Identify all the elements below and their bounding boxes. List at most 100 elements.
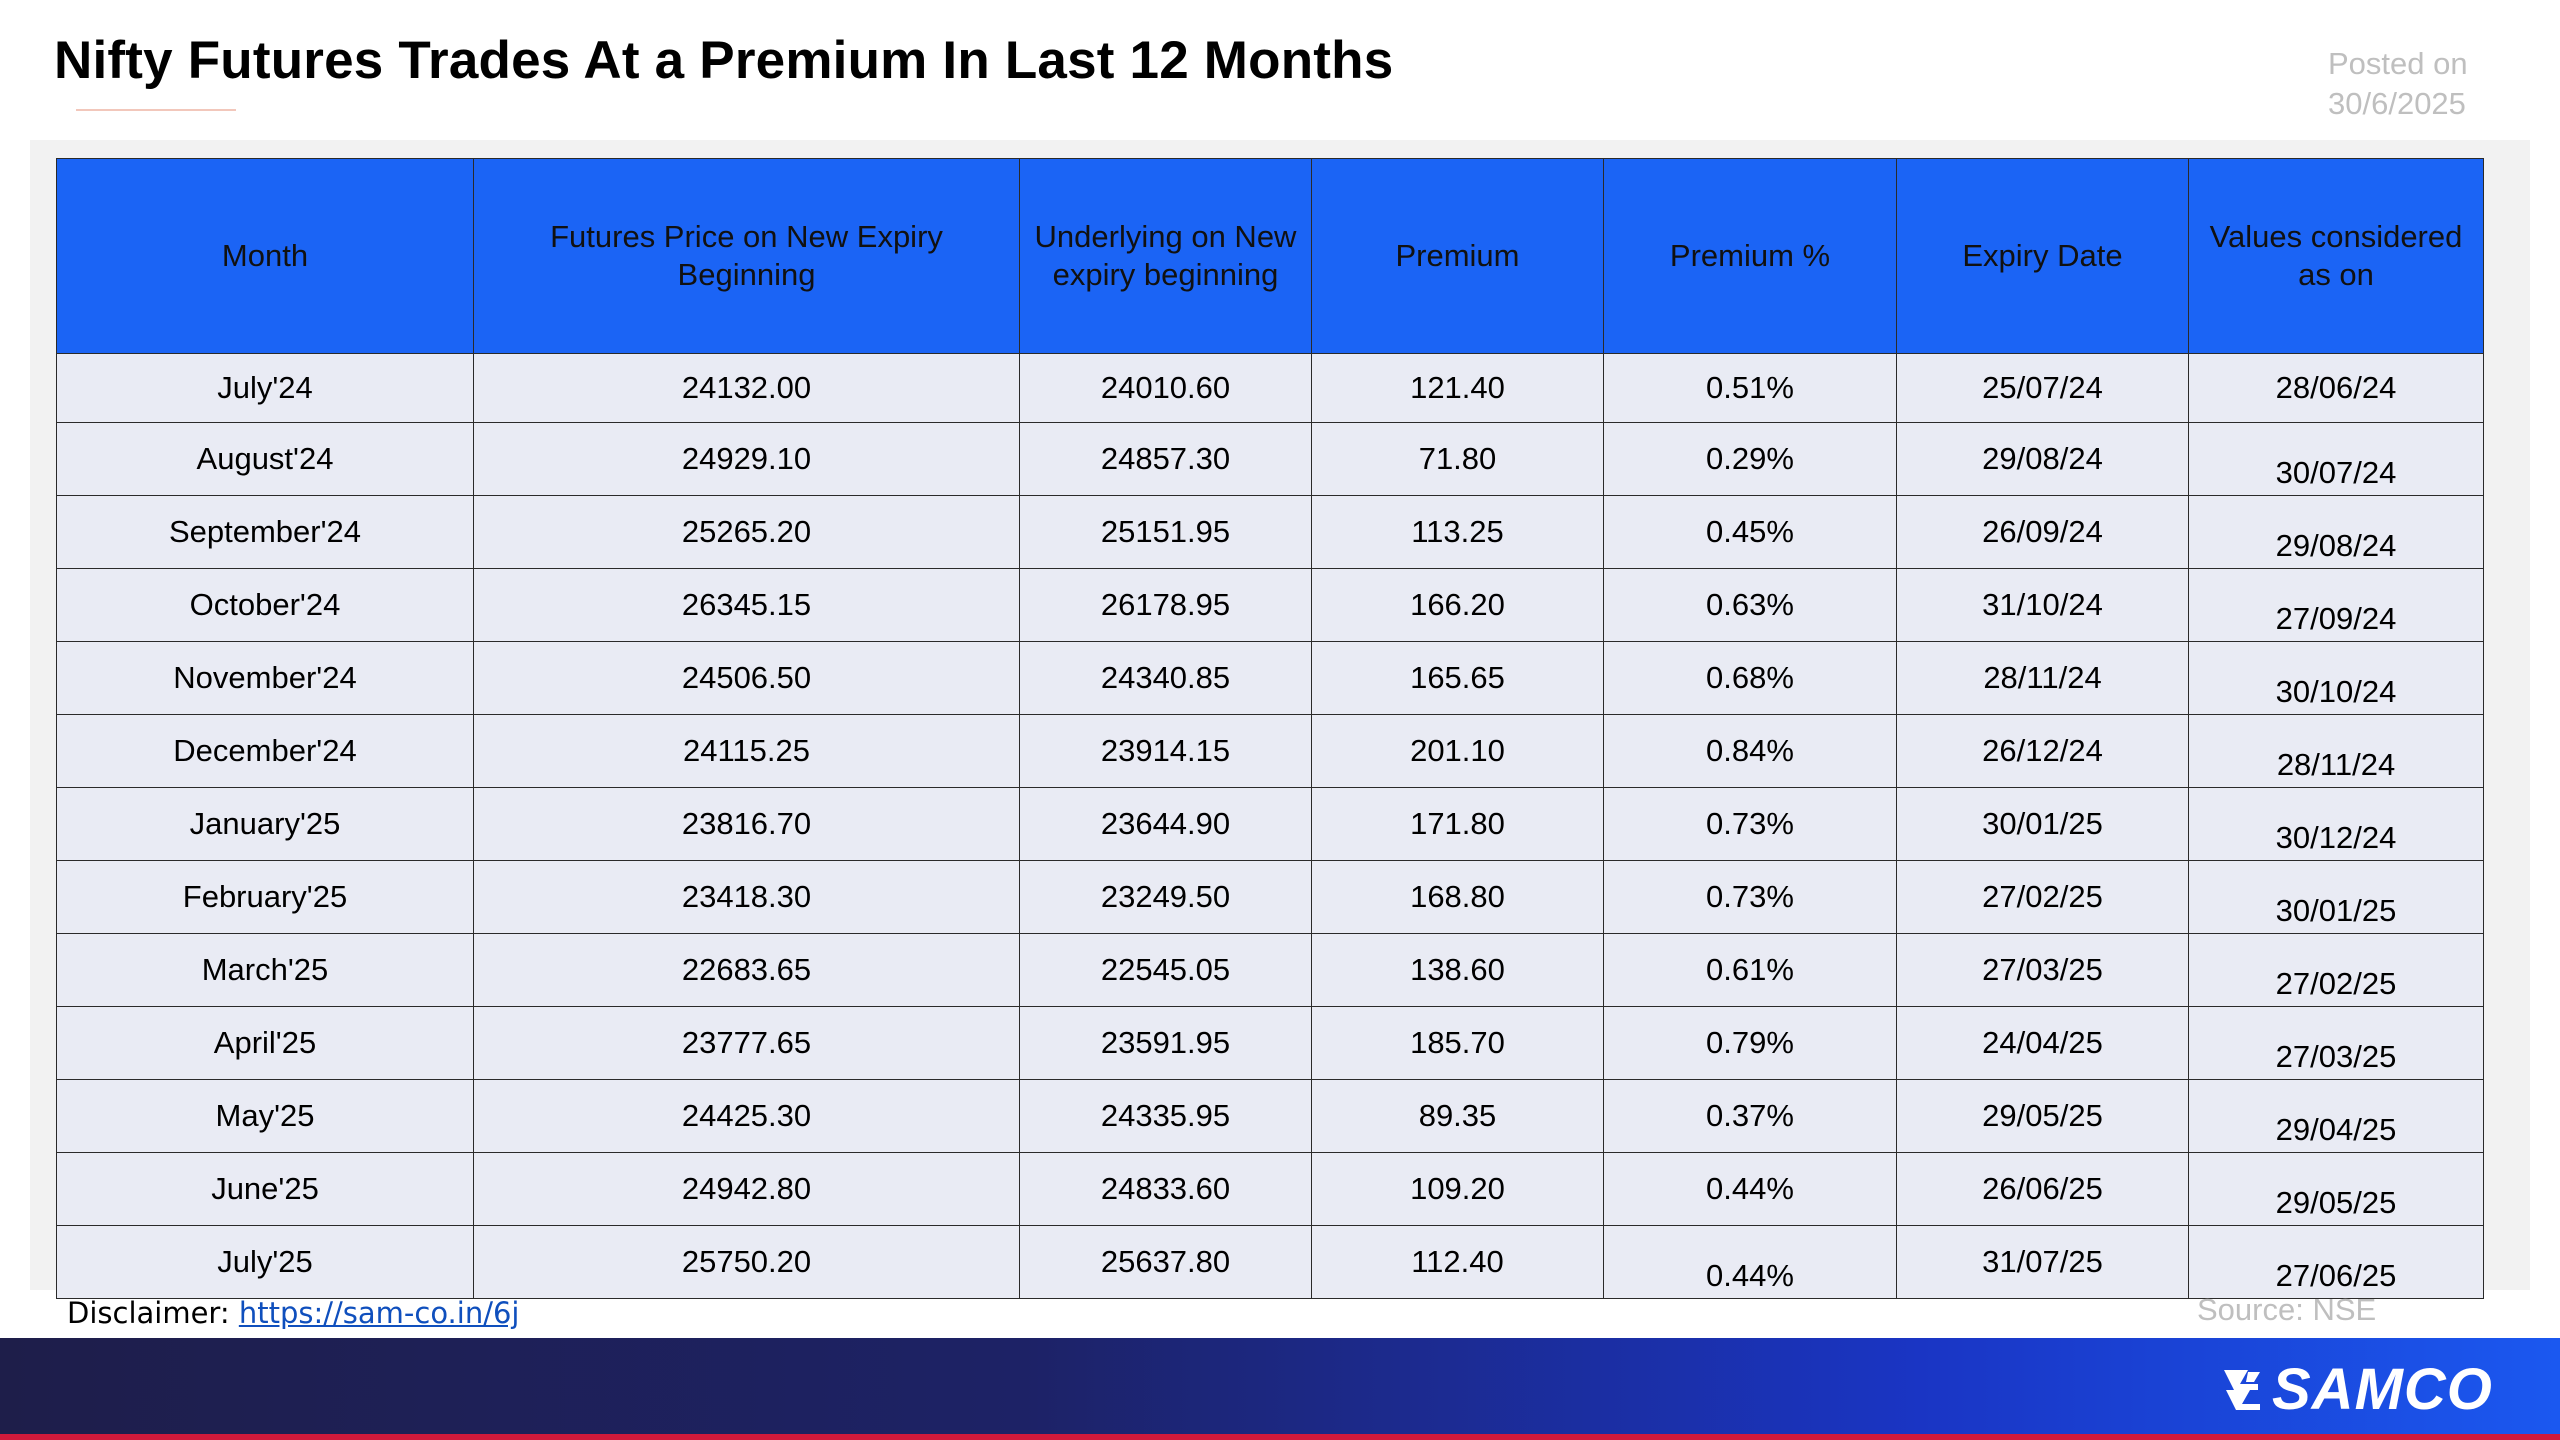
- cell-futures-price: 24425.30: [473, 1079, 1020, 1153]
- cell-premium: 89.35: [1311, 1079, 1604, 1153]
- cell-values-as-on: 29/04/25: [2188, 1079, 2484, 1153]
- cell-futures-price: 22683.65: [473, 933, 1020, 1007]
- cell-values-as-on: 30/12/24: [2188, 787, 2484, 861]
- cell-values-as-on: 30/01/25: [2188, 860, 2484, 934]
- cell-futures-price: 26345.15: [473, 568, 1020, 642]
- cell-premium: 166.20: [1311, 568, 1604, 642]
- cell-premium: 201.10: [1311, 714, 1604, 788]
- table-row: April'25 23777.65 23591.95 185.70 0.79% …: [56, 1006, 2484, 1080]
- cell-premium: 109.20: [1311, 1152, 1604, 1226]
- cell-underlying: 25151.95: [1019, 495, 1312, 569]
- table-row: December'24 24115.25 23914.15 201.10 0.8…: [56, 714, 2484, 788]
- title-divider: [76, 109, 236, 111]
- samco-logo: SAMCO: [2218, 1361, 2493, 1419]
- cell-expiry-date: 26/09/24: [1896, 495, 2189, 569]
- cell-premium-percent: 0.44%: [1603, 1225, 1897, 1299]
- cell-month: April'25: [56, 1006, 474, 1080]
- cell-month: February'25: [56, 860, 474, 934]
- cell-premium-percent: 0.73%: [1603, 787, 1897, 861]
- cell-expiry-date: 26/06/25: [1896, 1152, 2189, 1226]
- cell-month: March'25: [56, 933, 474, 1007]
- cell-values-as-on: 27/06/25: [2188, 1225, 2484, 1299]
- cell-premium: 112.40: [1311, 1225, 1604, 1299]
- source-note: Source: NSE: [2197, 1292, 2377, 1327]
- cell-expiry-date: 26/12/24: [1896, 714, 2189, 788]
- cell-premium-percent: 0.63%: [1603, 568, 1897, 642]
- footer-accent-line: [0, 1434, 2560, 1440]
- posted-label: Posted on: [2328, 46, 2468, 81]
- cell-premium: 121.40: [1311, 353, 1604, 423]
- table-row: June'25 24942.80 24833.60 109.20 0.44% 2…: [56, 1152, 2484, 1226]
- cell-underlying: 24340.85: [1019, 641, 1312, 715]
- cell-premium: 138.60: [1311, 933, 1604, 1007]
- cell-premium: 171.80: [1311, 787, 1604, 861]
- table-row: October'24 26345.15 26178.95 166.20 0.63…: [56, 568, 2484, 642]
- page-title: Nifty Futures Trades At a Premium In Las…: [54, 31, 1394, 90]
- cell-premium-percent: 0.44%: [1603, 1152, 1897, 1226]
- cell-premium-percent: 0.37%: [1603, 1079, 1897, 1153]
- cell-values-as-on: 29/08/24: [2188, 495, 2484, 569]
- table-row: November'24 24506.50 24340.85 165.65 0.6…: [56, 641, 2484, 715]
- table-row: July'24 24132.00 24010.60 121.40 0.51% 2…: [56, 353, 2484, 423]
- table-row: September'24 25265.20 25151.95 113.25 0.…: [56, 495, 2484, 569]
- cell-expiry-date: 29/05/25: [1896, 1079, 2189, 1153]
- disclaimer-link[interactable]: https://sam-co.in/6j: [238, 1296, 520, 1330]
- cell-expiry-date: 27/02/25: [1896, 860, 2189, 934]
- premium-table: Month Futures Price on New Expiry Beginn…: [56, 158, 2484, 1299]
- cell-premium: 165.65: [1311, 641, 1604, 715]
- cell-expiry-date: 25/07/24: [1896, 353, 2189, 423]
- cell-month: July'25: [56, 1225, 474, 1299]
- cell-premium: 168.80: [1311, 860, 1604, 934]
- table-row: January'25 23816.70 23644.90 171.80 0.73…: [56, 787, 2484, 861]
- column-header-values-as-on: Values considered as on: [2188, 158, 2484, 354]
- cell-underlying: 23644.90: [1019, 787, 1312, 861]
- disclaimer: Disclaimer: https://sam-co.in/6j: [67, 1296, 519, 1330]
- cell-expiry-date: 24/04/25: [1896, 1006, 2189, 1080]
- cell-underlying: 22545.05: [1019, 933, 1312, 1007]
- cell-values-as-on: 28/06/24: [2188, 353, 2484, 423]
- cell-premium-percent: 0.79%: [1603, 1006, 1897, 1080]
- cell-futures-price: 24506.50: [473, 641, 1020, 715]
- table-row: August'24 24929.10 24857.30 71.80 0.29% …: [56, 422, 2484, 496]
- cell-futures-price: 24115.25: [473, 714, 1020, 788]
- cell-underlying: 23591.95: [1019, 1006, 1312, 1080]
- cell-futures-price: 23816.70: [473, 787, 1020, 861]
- column-header-underlying: Underlying on New expiry beginning: [1019, 158, 1312, 354]
- cell-underlying: 24833.60: [1019, 1152, 1312, 1226]
- cell-month: July'24: [56, 353, 474, 423]
- cell-expiry-date: 27/03/25: [1896, 933, 2189, 1007]
- cell-underlying: 26178.95: [1019, 568, 1312, 642]
- cell-premium-percent: 0.68%: [1603, 641, 1897, 715]
- cell-futures-price: 23777.65: [473, 1006, 1020, 1080]
- cell-expiry-date: 31/10/24: [1896, 568, 2189, 642]
- cell-premium-percent: 0.45%: [1603, 495, 1897, 569]
- cell-futures-price: 25750.20: [473, 1225, 1020, 1299]
- cell-month: November'24: [56, 641, 474, 715]
- table-row: July'25 25750.20 25637.80 112.40 0.44% 3…: [56, 1225, 2484, 1299]
- table-header-row: Month Futures Price on New Expiry Beginn…: [56, 158, 2484, 354]
- cell-values-as-on: 30/07/24: [2188, 422, 2484, 496]
- cell-values-as-on: 27/03/25: [2188, 1006, 2484, 1080]
- cell-underlying: 23249.50: [1019, 860, 1312, 934]
- cell-values-as-on: 27/02/25: [2188, 933, 2484, 1007]
- column-header-month: Month: [56, 158, 474, 354]
- column-header-premium-percent: Premium %: [1603, 158, 1897, 354]
- column-header-premium: Premium: [1311, 158, 1604, 354]
- column-header-futures-price: Futures Price on New Expiry Beginning: [473, 158, 1020, 354]
- cell-month: May'25: [56, 1079, 474, 1153]
- cell-futures-price: 24942.80: [473, 1152, 1020, 1226]
- cell-expiry-date: 30/01/25: [1896, 787, 2189, 861]
- cell-premium: 185.70: [1311, 1006, 1604, 1080]
- cell-premium-percent: 0.51%: [1603, 353, 1897, 423]
- posted-date-value: 30/6/2025: [2328, 86, 2466, 121]
- cell-values-as-on: 29/05/25: [2188, 1152, 2484, 1226]
- cell-underlying: 25637.80: [1019, 1225, 1312, 1299]
- cell-underlying: 24857.30: [1019, 422, 1312, 496]
- cell-futures-price: 25265.20: [473, 495, 1020, 569]
- cell-expiry-date: 28/11/24: [1896, 641, 2189, 715]
- column-header-expiry-date: Expiry Date: [1896, 158, 2189, 354]
- posted-date: Posted on 30/6/2025: [2328, 44, 2488, 124]
- cell-values-as-on: 27/09/24: [2188, 568, 2484, 642]
- cell-futures-price: 24132.00: [473, 353, 1020, 423]
